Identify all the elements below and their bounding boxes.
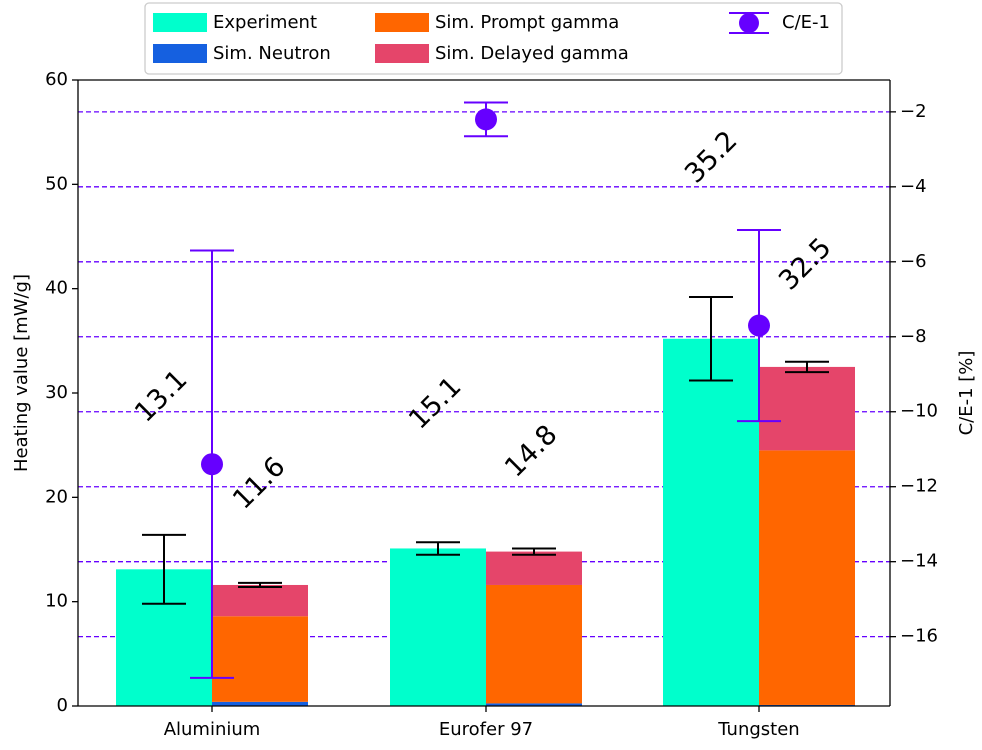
y2-tick-label: −14 — [900, 551, 938, 572]
x-tick-label: Aluminium — [164, 719, 261, 740]
y-axis-label: Heating value [mW/g] — [11, 274, 32, 472]
bar-sim-neutron — [212, 701, 308, 706]
y-tick-label: 60 — [45, 69, 68, 90]
ce-point — [475, 108, 497, 131]
legend-label-experiment: Experiment — [213, 12, 317, 33]
y2-tick-label: −8 — [900, 326, 927, 347]
simulation-total-label: 11.6 — [227, 451, 291, 515]
bar-experiment — [390, 548, 486, 706]
y-tick-label: 30 — [45, 382, 68, 403]
experiment-value-label: 35.2 — [679, 125, 743, 189]
x-tick-label: Eurofer 97 — [439, 719, 533, 740]
legend-box — [144, 2, 843, 75]
ce-series — [190, 101, 781, 679]
y2-tick-label: −2 — [900, 101, 927, 122]
simulation-total-label: 32.5 — [773, 232, 837, 296]
bar-sim-delayed-gamma — [212, 584, 308, 617]
y-tick-label: 0 — [57, 695, 68, 716]
y-tick-label: 10 — [45, 591, 68, 612]
bar-sim-delayed-gamma — [759, 366, 855, 451]
bars — [116, 338, 855, 706]
y2-axis-label: C/E-1 [%] — [956, 351, 977, 436]
y-tick-label: 20 — [45, 486, 68, 507]
y2-tick-label: −10 — [900, 401, 938, 422]
simulation-total-label: 14.8 — [499, 419, 563, 483]
legend-swatch-sim-prompt-gamma — [375, 13, 429, 32]
ce-point — [748, 314, 770, 337]
y2-tick-label: −16 — [900, 626, 938, 647]
y2-tick-label: −12 — [900, 476, 938, 497]
legend-swatch-sim-delayed-gamma — [375, 44, 429, 63]
bar-sim-prompt-gamma — [486, 584, 582, 704]
y-tick-label: 40 — [45, 278, 68, 299]
legend-swatch-sim-neutron — [153, 44, 207, 63]
bar-sim-prompt-gamma — [759, 450, 855, 705]
legend-label-sim-prompt-gamma: Sim. Prompt gamma — [435, 12, 619, 33]
legend-label-sim-neutron: Sim. Neutron — [213, 43, 331, 64]
bar-sim-neutron — [486, 703, 582, 706]
legend-label-c-e-1: C/E-1 — [782, 12, 830, 33]
bar-sim-delayed-gamma — [486, 551, 582, 585]
y2-tick-label: −4 — [900, 176, 927, 197]
axes: 0 10 20 30 40 50 60 −16 −14 −12 −10 −8 −6 −4 −2 Alumini… — [11, 69, 977, 740]
experiment-value-label: 15.1 — [403, 371, 467, 435]
y2-tick-label: −6 — [900, 251, 927, 272]
legend: Experiment Sim. Neutron Sim. Prompt gamma S… — [144, 2, 843, 75]
x-tick-label: Tungsten — [717, 719, 799, 740]
experiment-value-label: 13.1 — [129, 364, 193, 428]
legend-swatch-ce-point — [739, 13, 759, 33]
bar-experiment — [663, 338, 759, 706]
legend-swatch-experiment — [153, 13, 207, 32]
bar-sim-prompt-gamma — [212, 616, 308, 702]
ce-point — [201, 453, 223, 476]
legend-label-sim-delayed-gamma: Sim. Delayed gamma — [435, 43, 629, 64]
y-tick-label: 50 — [45, 173, 68, 194]
error-bars — [142, 296, 829, 605]
